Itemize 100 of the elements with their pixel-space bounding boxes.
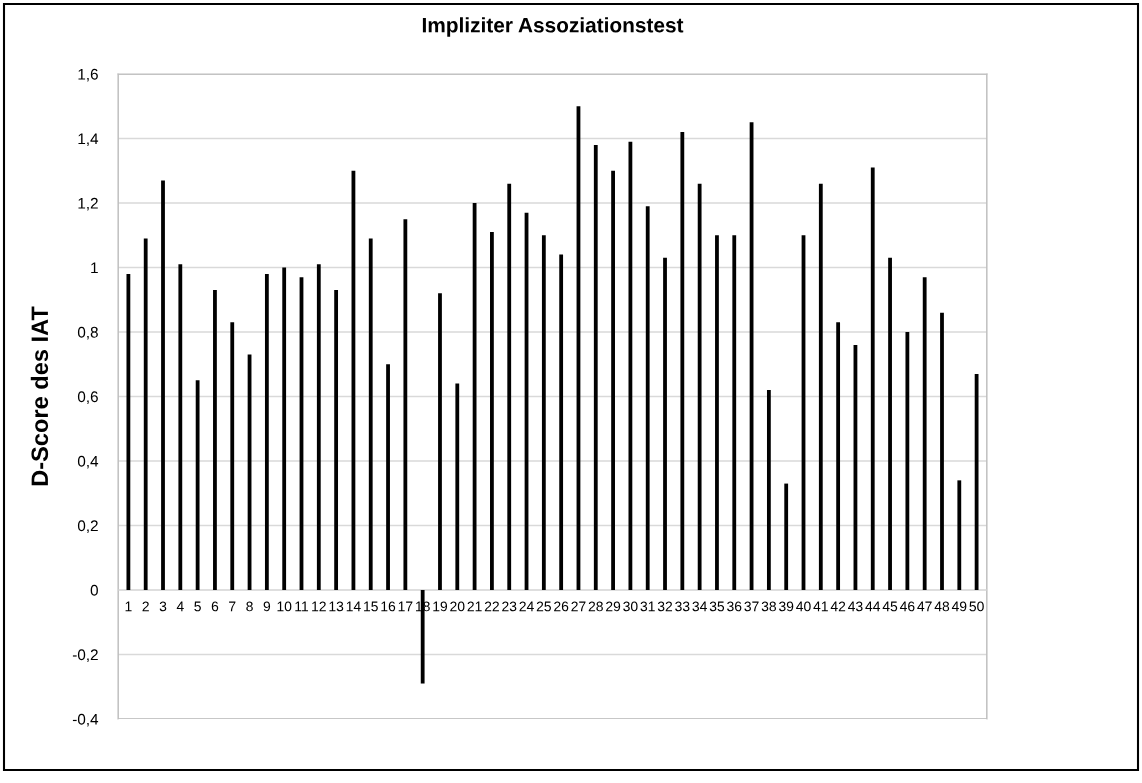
bar bbox=[403, 219, 408, 590]
bar bbox=[593, 144, 598, 590]
x-tick-label: 41 bbox=[813, 601, 828, 612]
bar bbox=[611, 170, 615, 590]
bar bbox=[282, 267, 287, 590]
x-tick-label: 26 bbox=[554, 601, 569, 612]
x-tick-label: 38 bbox=[761, 601, 777, 612]
bar bbox=[178, 264, 183, 590]
x-tick-label: 25 bbox=[536, 601, 551, 612]
x-tick-label: 5 bbox=[194, 601, 201, 612]
x-tick-label: 45 bbox=[882, 601, 898, 612]
x-tick-label: 40 bbox=[796, 601, 811, 612]
y-tick-label: 1,6 bbox=[78, 68, 98, 82]
y-tick-label: 0 bbox=[90, 584, 98, 596]
x-tick-label: 35 bbox=[709, 601, 725, 612]
bar bbox=[715, 235, 719, 590]
bar bbox=[334, 290, 339, 590]
bar bbox=[922, 277, 927, 590]
x-tick-label: 24 bbox=[519, 601, 534, 612]
x-tick-label: 13 bbox=[329, 601, 344, 612]
x-tick-label: 4 bbox=[176, 601, 184, 612]
bar bbox=[940, 312, 944, 590]
bar bbox=[126, 273, 131, 590]
bar bbox=[818, 183, 823, 590]
x-tick-label: 44 bbox=[865, 601, 881, 612]
bar bbox=[316, 264, 321, 590]
x-tick-label: 21 bbox=[467, 601, 482, 612]
x-tick-label: 27 bbox=[571, 601, 586, 612]
x-tick-label: 34 bbox=[692, 601, 707, 612]
x-tick-label: 22 bbox=[484, 601, 499, 612]
x-tick-label: 30 bbox=[623, 601, 638, 612]
bar bbox=[230, 322, 235, 590]
x-tick-label: 1 bbox=[125, 601, 132, 612]
y-tick-label: 0,4 bbox=[77, 455, 99, 469]
bar bbox=[213, 290, 217, 590]
bar bbox=[143, 238, 148, 590]
x-tick-label: 7 bbox=[229, 601, 236, 612]
bar bbox=[836, 322, 841, 590]
bar bbox=[732, 235, 737, 590]
x-tick-label: 49 bbox=[951, 601, 967, 612]
x-tick-label: 19 bbox=[433, 601, 448, 612]
bar bbox=[490, 232, 494, 590]
bar bbox=[974, 373, 979, 590]
x-tick-label: 46 bbox=[899, 601, 915, 612]
x-tick-label: 39 bbox=[779, 601, 794, 612]
bar bbox=[541, 235, 546, 590]
bar bbox=[386, 364, 390, 590]
y-axis-title: D-Score des IAT bbox=[30, 306, 49, 486]
x-tick-label: 47 bbox=[917, 601, 932, 612]
x-tick-label: 23 bbox=[502, 601, 517, 612]
x-tick-label: 28 bbox=[588, 601, 603, 612]
x-tick-label: 10 bbox=[277, 601, 292, 612]
x-tick-label: 15 bbox=[364, 601, 378, 612]
x-tick-label: 37 bbox=[744, 601, 759, 612]
y-tick-label: -0,2 bbox=[72, 649, 98, 662]
x-tick-label: 2 bbox=[142, 601, 149, 612]
x-tick-label: 31 bbox=[640, 601, 655, 612]
x-tick-label: 43 bbox=[848, 601, 863, 612]
x-tick-label: 16 bbox=[381, 601, 396, 612]
x-tick-label: 29 bbox=[606, 601, 621, 612]
bar bbox=[680, 132, 685, 590]
x-tick-label: 42 bbox=[830, 601, 846, 612]
bar bbox=[697, 183, 702, 590]
y-tick-label: 0,2 bbox=[77, 520, 98, 533]
y-tick-label: 0,8 bbox=[77, 326, 98, 340]
bar bbox=[766, 390, 771, 590]
x-tick-label: 14 bbox=[346, 601, 361, 612]
x-tick-label: 11 bbox=[295, 601, 309, 612]
bar bbox=[957, 480, 962, 590]
x-tick-label: 8 bbox=[246, 601, 253, 612]
y-tick-label: -0,4 bbox=[72, 713, 99, 727]
bar bbox=[438, 293, 442, 590]
bar bbox=[559, 254, 564, 590]
chart-title: Impliziter Assoziationstest bbox=[422, 17, 684, 37]
x-tick-label: 17 bbox=[398, 601, 413, 612]
bar bbox=[784, 483, 789, 590]
bar bbox=[472, 203, 477, 590]
y-tick-label: 1,4 bbox=[78, 133, 99, 146]
bar bbox=[905, 332, 910, 590]
x-tick-label: 32 bbox=[657, 601, 673, 612]
bar bbox=[264, 273, 269, 590]
y-tick-label: 1,2 bbox=[78, 197, 98, 211]
bar bbox=[368, 238, 373, 590]
x-tick-label: 12 bbox=[312, 601, 326, 612]
x-tick-label: 36 bbox=[727, 601, 742, 612]
y-tick-label: 0,6 bbox=[77, 391, 98, 404]
bar bbox=[888, 257, 892, 590]
bar bbox=[663, 257, 667, 590]
bar bbox=[195, 380, 200, 590]
x-tick-label: 50 bbox=[969, 601, 984, 612]
x-tick-label: 3 bbox=[159, 601, 167, 612]
bar bbox=[645, 206, 650, 590]
bar bbox=[507, 183, 512, 590]
bar bbox=[628, 141, 633, 590]
bar bbox=[870, 167, 875, 590]
x-tick-label: 33 bbox=[675, 601, 690, 612]
x-tick-label: 20 bbox=[450, 601, 465, 612]
bar bbox=[161, 180, 165, 590]
bar bbox=[455, 383, 460, 590]
x-tick-label: 9 bbox=[263, 601, 271, 612]
